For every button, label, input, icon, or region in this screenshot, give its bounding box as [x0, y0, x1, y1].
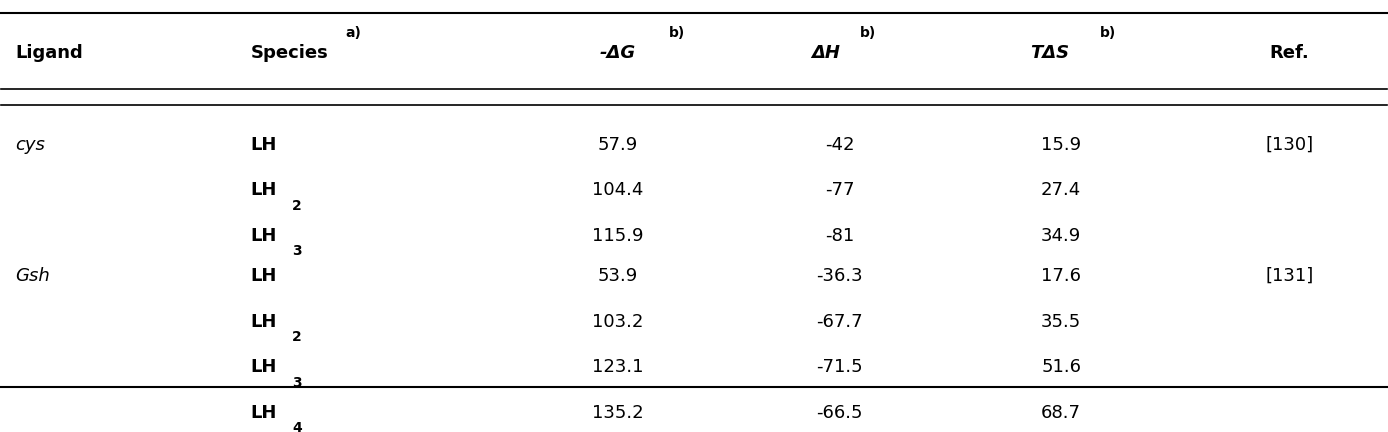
Text: 104.4: 104.4	[593, 181, 644, 200]
Text: cys: cys	[15, 136, 46, 154]
Text: 51.6: 51.6	[1041, 359, 1081, 377]
Text: a): a)	[346, 26, 361, 40]
Text: -67.7: -67.7	[816, 313, 863, 331]
Text: [130]: [130]	[1266, 136, 1313, 154]
Text: LH: LH	[251, 404, 278, 422]
Text: 4: 4	[293, 421, 303, 432]
Text: Ref.: Ref.	[1270, 44, 1309, 62]
Text: LH: LH	[251, 181, 278, 200]
Text: LH: LH	[251, 136, 278, 154]
Text: 3: 3	[293, 375, 303, 390]
Text: 15.9: 15.9	[1041, 136, 1081, 154]
Text: -36.3: -36.3	[816, 267, 863, 285]
Text: Species: Species	[251, 44, 329, 62]
Text: TΔS: TΔS	[1030, 44, 1070, 62]
Text: 17.6: 17.6	[1041, 267, 1081, 285]
Text: Gsh: Gsh	[15, 267, 50, 285]
Text: [131]: [131]	[1266, 267, 1314, 285]
Text: -71.5: -71.5	[816, 359, 863, 377]
Text: 35.5: 35.5	[1041, 313, 1081, 331]
Text: 115.9: 115.9	[593, 227, 644, 245]
Text: -ΔG: -ΔG	[600, 44, 636, 62]
Text: 2: 2	[293, 199, 303, 213]
Text: LH: LH	[251, 313, 278, 331]
Text: 57.9: 57.9	[598, 136, 638, 154]
Text: b): b)	[1099, 26, 1116, 40]
Text: ΔH: ΔH	[811, 44, 840, 62]
Text: -81: -81	[824, 227, 854, 245]
Text: 135.2: 135.2	[593, 404, 644, 422]
Text: b): b)	[669, 26, 686, 40]
Text: b): b)	[861, 26, 876, 40]
Text: 2: 2	[293, 330, 303, 344]
Text: -66.5: -66.5	[816, 404, 863, 422]
Text: 123.1: 123.1	[593, 359, 644, 377]
Text: 34.9: 34.9	[1041, 227, 1081, 245]
Text: 27.4: 27.4	[1041, 181, 1081, 200]
Text: LH: LH	[251, 267, 278, 285]
Text: LH: LH	[251, 359, 278, 377]
Text: 53.9: 53.9	[598, 267, 638, 285]
Text: 3: 3	[293, 244, 303, 258]
Text: 103.2: 103.2	[593, 313, 644, 331]
Text: LH: LH	[251, 227, 278, 245]
Text: -42: -42	[824, 136, 854, 154]
Text: Ligand: Ligand	[15, 44, 83, 62]
Text: -77: -77	[824, 181, 854, 200]
Text: 68.7: 68.7	[1041, 404, 1081, 422]
